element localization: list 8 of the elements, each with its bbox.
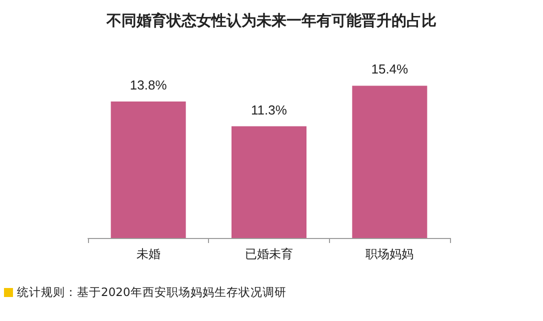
x-tick-label: 已婚未育: [245, 247, 293, 261]
data-label: 15.4%: [371, 62, 409, 77]
chart-title: 不同婚育状态女性认为未来一年有可能晋升的占比: [106, 12, 436, 30]
x-tick-label: 职场妈妈: [366, 247, 414, 261]
x-tick-label: 未婚: [136, 247, 160, 261]
data-label: 11.3%: [251, 102, 288, 118]
data-label: 13.8%: [130, 78, 168, 93]
text: 统计规则：基于2020年西安职场妈妈生存状况调研: [17, 284, 286, 300]
